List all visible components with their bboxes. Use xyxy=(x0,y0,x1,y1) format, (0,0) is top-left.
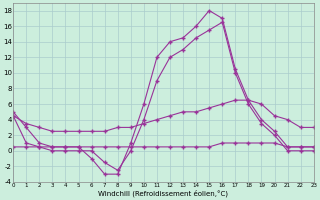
X-axis label: Windchill (Refroidissement éolien,°C): Windchill (Refroidissement éolien,°C) xyxy=(99,190,228,197)
